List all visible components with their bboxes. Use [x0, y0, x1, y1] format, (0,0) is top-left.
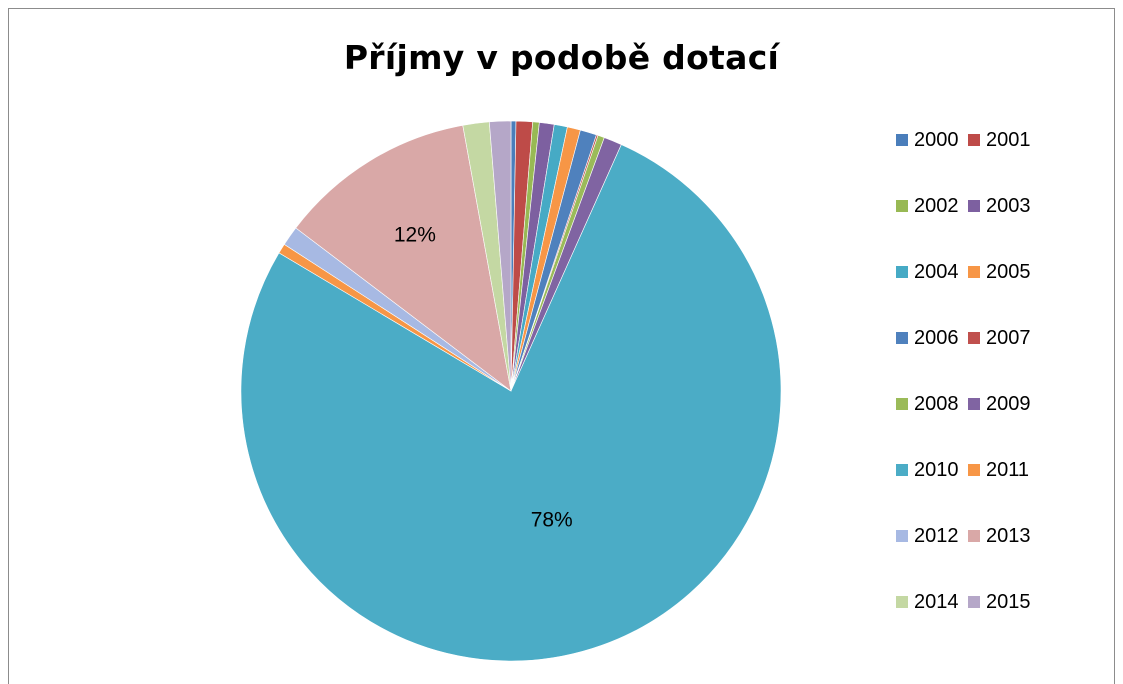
legend-swatch: [968, 398, 980, 410]
legend-row: 2014 2015: [896, 584, 1096, 650]
legend-swatch: [968, 464, 980, 476]
legend-swatch: [896, 596, 908, 608]
legend-swatch: [896, 134, 908, 146]
legend-label: 2004: [914, 260, 959, 283]
legend-label: 2010: [914, 458, 959, 481]
legend-label: 2008: [914, 392, 959, 415]
legend-item-2005: 2005: [968, 254, 1038, 290]
legend-swatch: [968, 266, 980, 278]
legend-label: 2002: [914, 194, 959, 217]
legend-label: 2001: [986, 128, 1031, 151]
legend-item-2013: 2013: [968, 518, 1038, 554]
legend-label: 2000: [914, 128, 959, 151]
legend: 2000 2001 2002 2003 2004 2005 2006 2007 2008 2009…: [896, 122, 1096, 650]
pie-slice-2013: [295, 124, 512, 392]
legend-label: 2005: [986, 260, 1031, 283]
chart-title: Příjmy v podobě dotací: [343, 38, 780, 77]
legend-row: 2004 2005: [896, 254, 1096, 320]
data-label-2013: 12%: [394, 224, 436, 247]
legend-label: 2007: [986, 326, 1031, 349]
legend-item-2001: 2001: [968, 122, 1038, 158]
legend-label: 2009: [986, 392, 1031, 415]
legend-swatch: [968, 530, 980, 542]
legend-label: 2015: [986, 590, 1031, 613]
data-label-2010: 78%: [531, 509, 573, 532]
legend-row: 2010 2011: [896, 452, 1096, 518]
legend-label: 2013: [986, 524, 1031, 547]
legend-row: 2008 2009: [896, 386, 1096, 452]
legend-label: 2012: [914, 524, 959, 547]
legend-label: 2003: [986, 194, 1031, 217]
legend-item-2015: 2015: [968, 584, 1038, 620]
legend-swatch: [968, 134, 980, 146]
legend-row: 2002 2003: [896, 188, 1096, 254]
legend-swatch: [896, 332, 908, 344]
pie-slice-2010: [240, 144, 782, 662]
legend-item-2000: 2000: [896, 122, 966, 158]
legend-item-2004: 2004: [896, 254, 966, 290]
legend-item-2012: 2012: [896, 518, 966, 554]
legend-item-2002: 2002: [896, 188, 966, 224]
legend-row: 2000 2001: [896, 122, 1096, 188]
pie-slice-2015: [488, 120, 512, 392]
legend-item-2003: 2003: [968, 188, 1038, 224]
legend-item-2011: 2011: [968, 452, 1038, 488]
legend-item-2007: 2007: [968, 320, 1038, 356]
legend-item-2014: 2014: [896, 584, 966, 620]
legend-swatch: [896, 200, 908, 212]
legend-item-2009: 2009: [968, 386, 1038, 422]
legend-item-2008: 2008: [896, 386, 966, 422]
legend-row: 2006 2007: [896, 320, 1096, 386]
legend-label: 2011: [986, 458, 1030, 481]
legend-swatch: [896, 266, 908, 278]
legend-item-2010: 2010: [896, 452, 966, 488]
legend-row: 2012 2013: [896, 518, 1096, 584]
legend-swatch: [968, 200, 980, 212]
legend-item-2006: 2006: [896, 320, 966, 356]
legend-swatch: [896, 530, 908, 542]
legend-swatch: [896, 464, 908, 476]
legend-label: 2006: [914, 326, 959, 349]
legend-label: 2014: [914, 590, 959, 613]
legend-swatch: [896, 398, 908, 410]
legend-swatch: [968, 332, 980, 344]
legend-swatch: [968, 596, 980, 608]
